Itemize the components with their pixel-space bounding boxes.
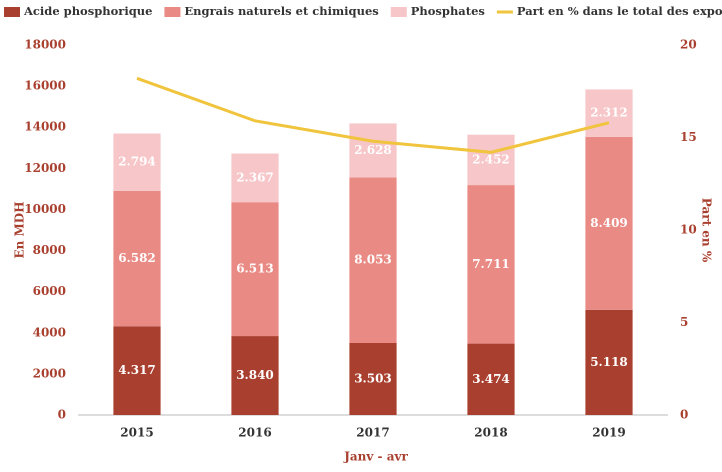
y-tick-label: 0 [58,408,66,422]
y-tick-label: 10000 [24,202,66,216]
y2-axis-title: Part en % [700,198,714,263]
value-label: 8.053 [354,253,392,267]
y-tick-label: 16000 [24,79,66,93]
y2-tick-label: 20 [680,38,697,52]
value-label: 4.317 [118,363,156,377]
x-tick-label: 2018 [474,426,507,440]
legend-label: Phosphates [411,4,485,18]
line [136,76,610,154]
x-tick-label: 2017 [356,426,389,440]
bar [231,336,279,415]
y2-tick-label: 15 [680,130,697,144]
bar [113,190,161,327]
x-tick-label: 2016 [238,426,271,440]
legend-label: Part en % dans le total des exportations [517,4,722,18]
legend-swatch [164,7,181,17]
bar [467,134,515,186]
bar [349,342,397,415]
x-tick-label: 2019 [592,426,625,440]
bar [349,123,397,178]
legend-label: Engrais naturels et chimiques [184,4,378,18]
y2-tick-label: 5 [680,315,688,329]
value-label: 6.513 [236,262,274,276]
y-tick-label: 8000 [33,243,66,257]
value-label: 5.118 [590,355,628,369]
bar [467,343,515,415]
y-tick-label: 14000 [24,120,66,134]
legend-label: Acide phosphorique [23,4,152,18]
y2-tick-label: 10 [680,223,697,237]
y-tick-label: 2000 [33,366,66,380]
y-axis-title: En MDH [13,201,27,258]
bar [349,177,397,343]
value-label: 3.503 [354,371,392,385]
value-label: 6.582 [118,251,156,265]
y-tick-label: 4000 [33,325,66,339]
value-label: 2.628 [354,143,392,157]
value-label: 2.367 [236,170,274,184]
y-tick-label: 6000 [33,284,66,298]
bar [585,136,633,310]
y-tick-label: 12000 [24,161,66,175]
bar [113,326,161,415]
bar [231,202,279,337]
value-label: 2.452 [472,152,510,166]
y2-tick-label: 0 [680,408,688,422]
value-label: 3.474 [472,372,510,386]
x-axis-title: Janv - avr [343,450,408,464]
value-label: 3.840 [236,368,274,382]
value-label: 8.409 [590,216,628,230]
bar [585,309,633,415]
bar [585,89,633,137]
value-label: 7.711 [472,257,510,271]
bar [231,153,279,203]
value-label: 2.794 [118,155,156,169]
legend-swatch [390,7,407,17]
y-tick-label: 18000 [24,38,66,52]
bar [467,185,515,344]
value-label: 2.312 [590,106,628,120]
bar [113,133,161,191]
x-tick-label: 2015 [120,426,153,440]
legend-swatch [4,7,20,17]
